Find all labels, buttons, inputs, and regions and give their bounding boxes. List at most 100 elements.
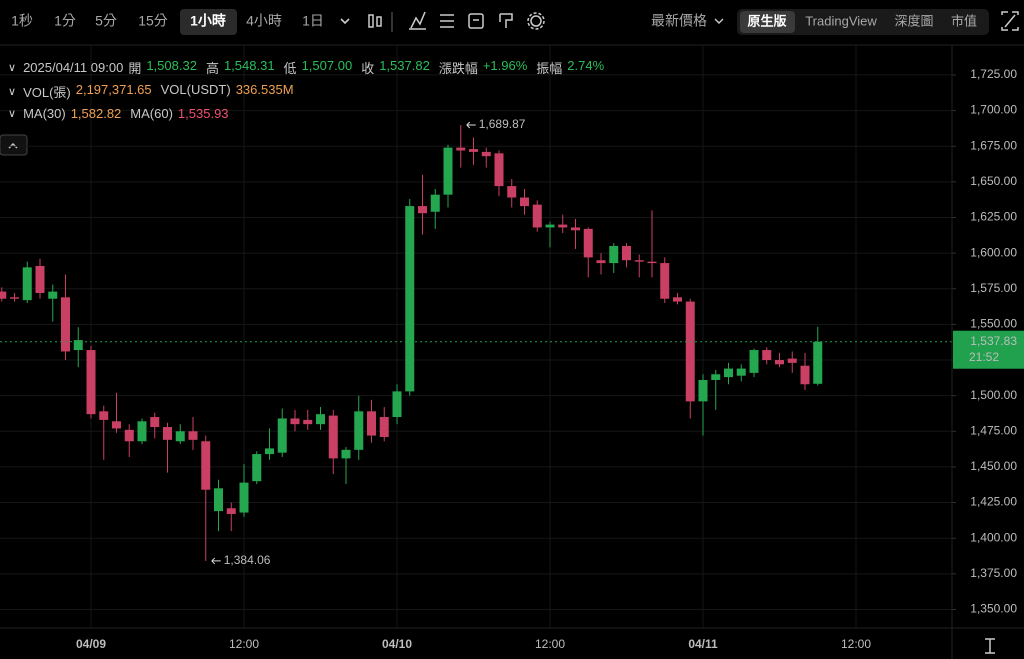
interval[interactable]: 1分	[54, 13, 76, 29]
last-price-label: 1,537.83	[970, 334, 1017, 348]
candle-body	[354, 411, 364, 450]
view-tab[interactable]: 市值	[951, 13, 977, 28]
high-label: 1,689.87	[479, 117, 526, 131]
ma-items: MA(30) 1,582.82 MA(60) 1,535.93	[23, 106, 232, 121]
interval[interactable]: 1秒	[11, 13, 33, 29]
candle-body	[188, 431, 198, 440]
y-tick-label: 1,675.00	[970, 138, 1017, 152]
interval[interactable]: 15分	[138, 13, 168, 29]
y-tick-label: 1,600.00	[970, 245, 1017, 259]
y-tick-label: 1,475.00	[970, 423, 1017, 437]
candle-body	[609, 245, 619, 264]
low-arrow	[211, 557, 221, 565]
info-value: 2,197,371.65	[75, 82, 152, 97]
chevron[interactable]: ∨	[8, 86, 17, 98]
view-active-bg	[740, 11, 795, 33]
info-value: 1,582.82	[70, 106, 122, 121]
axis-cursor-icon[interactable]	[985, 638, 995, 654]
candle-body	[456, 147, 466, 151]
view-switch	[737, 9, 989, 35]
y-tick-label: 1,400.00	[970, 530, 1017, 544]
interval[interactable]: 5分	[95, 13, 117, 29]
candle-body	[583, 228, 593, 258]
candle-body	[813, 341, 823, 384]
candle-body	[252, 454, 262, 482]
candle-body	[775, 360, 784, 365]
y-tick-label: 1,625.00	[970, 210, 1017, 224]
candle-body	[290, 418, 300, 425]
view-tab[interactable]: 深度圖	[894, 13, 933, 28]
candle-body	[163, 427, 172, 440]
candle-body	[367, 411, 376, 436]
info-label: VOL(USDT)	[160, 82, 231, 97]
view-tab[interactable]: TradingView	[805, 13, 877, 28]
candle-body	[10, 297, 19, 299]
y-tick-label: 1,650.00	[970, 174, 1017, 188]
candle-body	[673, 297, 682, 302]
interval[interactable]: 4小時	[246, 13, 282, 29]
candle-body	[520, 197, 529, 207]
fullscreen[interactable]	[1001, 11, 1019, 31]
chevron[interactable]: ∨	[8, 108, 17, 120]
candle-body	[73, 340, 83, 351]
ma-row: ∨ MA(30) 1,582.82 MA(60) 1,535.93	[8, 106, 233, 121]
y-tick-label: 1,575.00	[970, 281, 1017, 295]
candle-body	[660, 263, 670, 299]
candle-body	[430, 194, 440, 212]
y-tick-label: 1,700.00	[970, 103, 1017, 117]
candle-body	[800, 365, 810, 385]
candle-body	[418, 206, 427, 214]
candle-body	[22, 267, 32, 301]
x-tick-label: 12:00	[841, 637, 871, 651]
info-label: MA(60)	[130, 106, 173, 121]
candle-body	[571, 227, 580, 231]
candle-body	[99, 411, 109, 420]
info-label: MA(30)	[23, 106, 66, 121]
interval-active-bg	[180, 9, 237, 35]
toolbar-icons[interactable]	[368, 11, 545, 32]
high-arrow	[466, 121, 476, 129]
candle-body	[328, 415, 338, 459]
candle-body	[469, 149, 478, 152]
x-tick-label: 12:00	[229, 637, 259, 651]
y-tick-label: 1,500.00	[970, 388, 1017, 402]
candle-body	[558, 224, 568, 228]
candle-body	[124, 429, 134, 442]
chevron[interactable]: ∨	[8, 62, 17, 74]
candle-body	[507, 186, 517, 198]
info-value: 1,507.00	[301, 58, 353, 73]
candle-body	[303, 419, 313, 425]
candle-body	[150, 417, 160, 428]
candle-body	[494, 153, 504, 187]
y-tick-label: 1,350.00	[970, 602, 1017, 616]
candle-body	[685, 301, 695, 402]
candle-body	[239, 482, 249, 513]
info-label: 開	[128, 61, 142, 76]
view-tab[interactable]: 原生版	[747, 13, 787, 28]
candle-body	[724, 368, 733, 378]
candle-body	[532, 204, 542, 228]
candle-body	[316, 414, 325, 425]
price-type-chevron[interactable]	[714, 18, 724, 24]
candle-body	[61, 297, 70, 352]
candle-body	[481, 151, 491, 157]
more-intervals[interactable]	[340, 18, 350, 25]
interval[interactable]: 1小時	[190, 13, 226, 29]
bar-time: 2025/04/11 09:00	[23, 60, 124, 75]
candle-body	[277, 418, 287, 453]
y-tick-label: 1,425.00	[970, 495, 1017, 509]
info-label: 收	[361, 61, 375, 76]
candle-body	[137, 421, 147, 442]
y-tick-label: 1,550.00	[970, 317, 1017, 331]
info-value: 2.74%	[567, 58, 605, 73]
price-type[interactable]: 最新價格	[651, 13, 707, 29]
info-value: 336.535M	[235, 82, 294, 97]
candle-body	[647, 261, 657, 264]
low-label: 1,384.06	[224, 553, 271, 567]
info-value: 1,548.31	[223, 58, 275, 73]
candle-body	[762, 350, 772, 361]
x-tick-label: 04/10	[382, 637, 412, 651]
interval[interactable]: 1日	[302, 13, 324, 29]
ohlc-row: ∨ 2025/04/11 09:00 開 1,508.32 高 1,548.31 低 1,…	[8, 58, 608, 77]
